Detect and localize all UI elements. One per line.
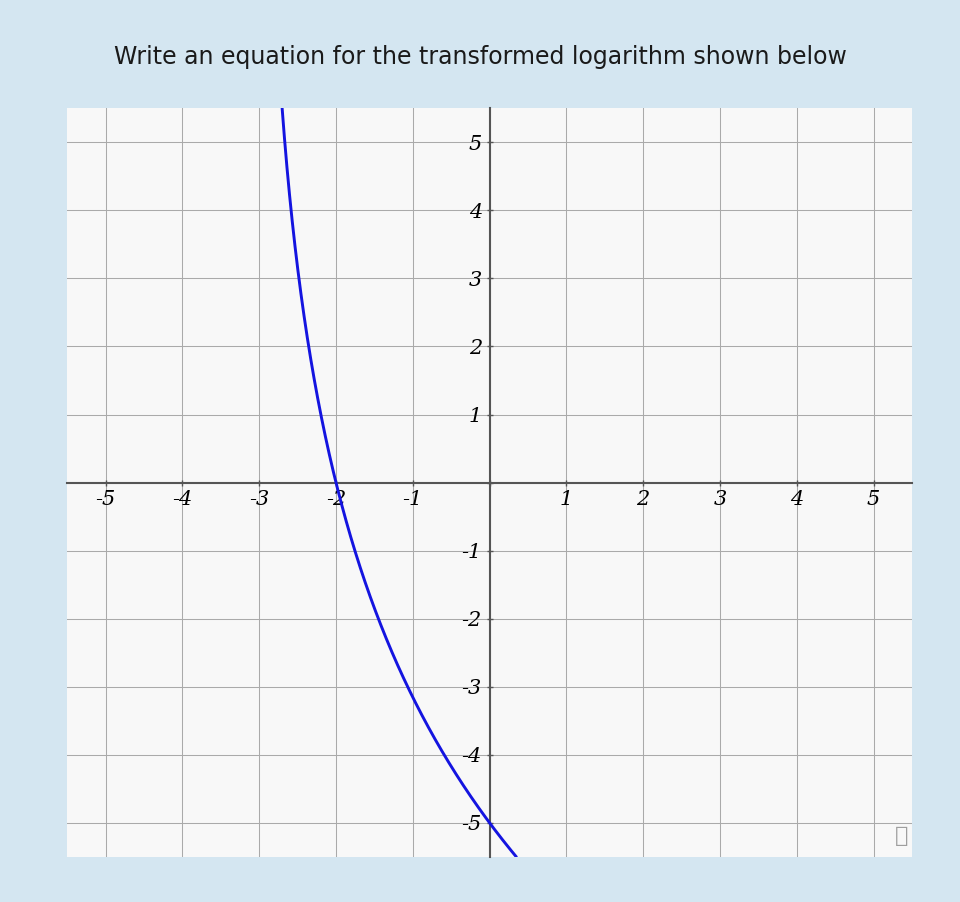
- Text: ⌕: ⌕: [895, 825, 908, 846]
- Text: Write an equation for the transformed logarithm shown below: Write an equation for the transformed lo…: [113, 45, 847, 69]
